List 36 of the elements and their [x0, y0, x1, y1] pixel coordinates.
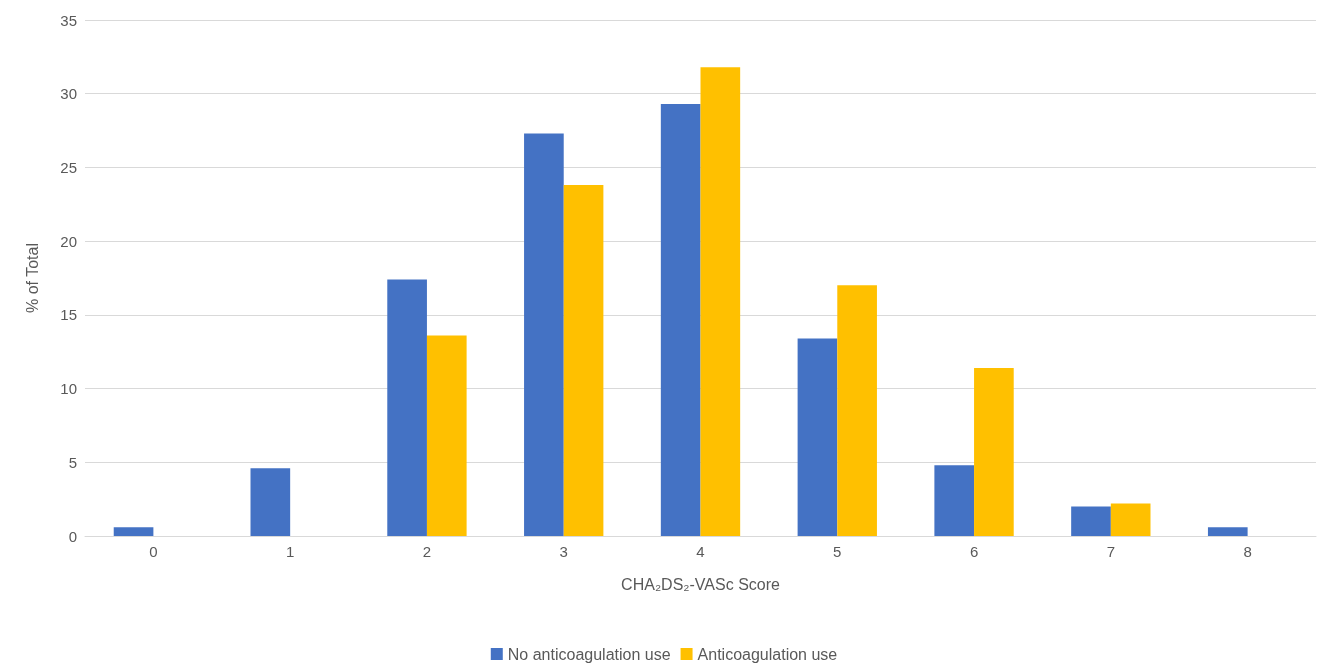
bar	[113, 527, 154, 536]
bar	[934, 465, 975, 536]
bar	[1110, 503, 1151, 536]
bar	[974, 367, 1014, 536]
x-tick-label: 4	[696, 543, 705, 560]
y-tick-label: 15	[60, 306, 77, 324]
bar	[660, 104, 701, 536]
y-tick-label: 5	[68, 453, 77, 471]
y-axis-title: % of Total	[23, 243, 41, 313]
bar	[1207, 527, 1248, 536]
x-tick-label: 6	[969, 543, 979, 560]
legend-label: No anticoagulation use	[507, 645, 671, 663]
x-tick-label: 7	[1106, 543, 1116, 560]
bar	[700, 67, 741, 536]
bar	[1071, 506, 1111, 536]
bar	[250, 468, 291, 536]
bar	[426, 335, 467, 536]
x-tick-label: 2	[422, 543, 432, 560]
bar	[524, 133, 564, 536]
bar	[797, 338, 838, 536]
legend-label: Anticoagulation use	[697, 645, 838, 663]
x-tick-label: 8	[1243, 543, 1252, 560]
x-tick-label: 0	[149, 543, 158, 560]
y-tick-label: 0	[68, 527, 77, 545]
y-tick-label: 20	[60, 232, 77, 250]
x-tick-label: 3	[559, 543, 568, 560]
y-tick-label: 30	[60, 85, 77, 103]
x-axis-title: CHA₂DS₂-VASc Score	[621, 575, 781, 593]
x-tick-label: 1	[285, 543, 295, 560]
y-tick-label: 10	[60, 380, 77, 398]
y-tick-label: 25	[60, 158, 77, 176]
bar	[563, 185, 604, 536]
bar	[387, 279, 427, 536]
x-tick-label: 5	[833, 543, 842, 560]
bar	[837, 285, 877, 536]
y-tick-label: 35	[60, 11, 77, 29]
